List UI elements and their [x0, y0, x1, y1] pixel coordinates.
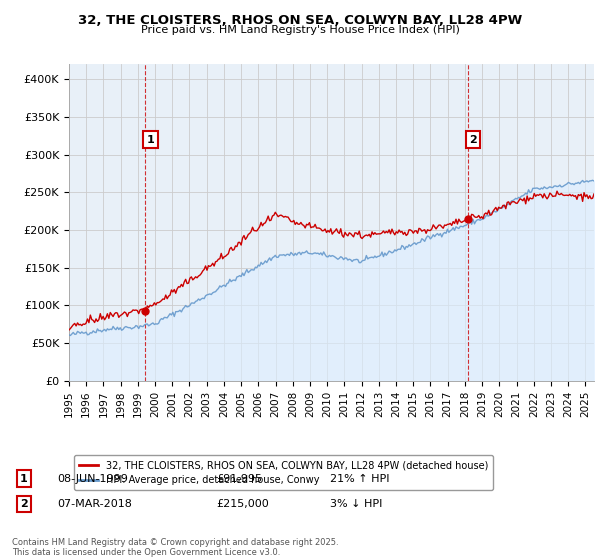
Text: £215,000: £215,000: [216, 499, 269, 509]
Legend: 32, THE CLOISTERS, RHOS ON SEA, COLWYN BAY, LL28 4PW (detached house), HPI: Aver: 32, THE CLOISTERS, RHOS ON SEA, COLWYN B…: [74, 455, 493, 490]
Text: Contains HM Land Registry data © Crown copyright and database right 2025.
This d: Contains HM Land Registry data © Crown c…: [12, 538, 338, 557]
Text: 07-MAR-2018: 07-MAR-2018: [57, 499, 132, 509]
Text: 08-JUN-1999: 08-JUN-1999: [57, 474, 128, 484]
Text: £91,995: £91,995: [216, 474, 262, 484]
Text: 32, THE CLOISTERS, RHOS ON SEA, COLWYN BAY, LL28 4PW: 32, THE CLOISTERS, RHOS ON SEA, COLWYN B…: [78, 14, 522, 27]
Text: 21% ↑ HPI: 21% ↑ HPI: [330, 474, 389, 484]
Text: 3% ↓ HPI: 3% ↓ HPI: [330, 499, 382, 509]
Text: 2: 2: [469, 135, 477, 144]
Text: 1: 1: [147, 135, 154, 144]
Text: 1: 1: [20, 474, 28, 484]
Text: Price paid vs. HM Land Registry's House Price Index (HPI): Price paid vs. HM Land Registry's House …: [140, 25, 460, 35]
Text: 2: 2: [20, 499, 28, 509]
